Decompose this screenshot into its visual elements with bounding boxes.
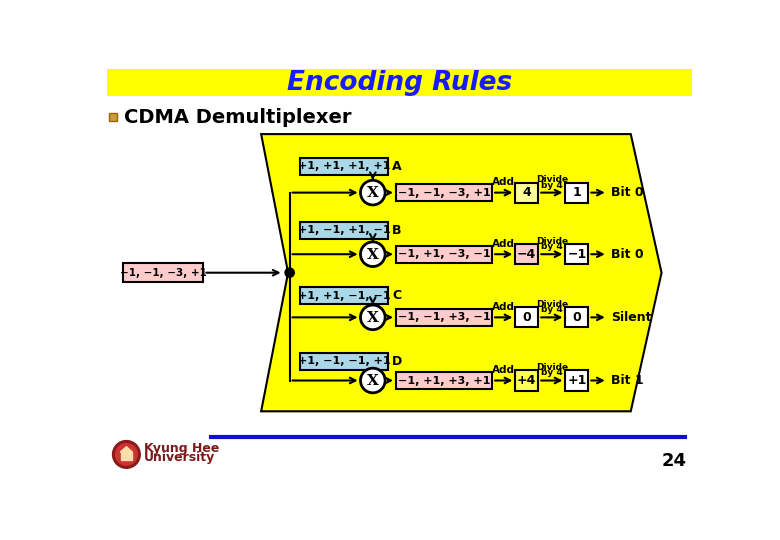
Text: Bit 0: Bit 0 <box>611 248 644 261</box>
Polygon shape <box>120 447 133 452</box>
Text: Divide: Divide <box>536 363 568 372</box>
Bar <box>516 244 538 264</box>
Text: 0: 0 <box>573 311 581 324</box>
Text: X: X <box>367 186 379 200</box>
Bar <box>300 287 388 304</box>
Text: Encoding Rules: Encoding Rules <box>287 70 512 96</box>
Text: by 4: by 4 <box>541 368 562 377</box>
Bar <box>122 264 204 282</box>
Text: Kyung Hee: Kyung Hee <box>144 442 219 455</box>
Bar <box>566 244 588 264</box>
Text: Add: Add <box>492 177 516 187</box>
Text: D: D <box>392 355 402 368</box>
Text: −1, −1, +3, −1: −1, −1, +3, −1 <box>398 312 491 322</box>
Text: Divide: Divide <box>536 300 568 309</box>
Bar <box>516 307 538 327</box>
Text: Bit 0: Bit 0 <box>611 186 644 199</box>
Text: X: X <box>367 374 379 388</box>
Text: Divide: Divide <box>536 237 568 246</box>
Bar <box>108 112 117 121</box>
Circle shape <box>115 444 137 465</box>
Text: by 4: by 4 <box>541 305 562 314</box>
Bar <box>516 183 538 202</box>
Text: 24: 24 <box>661 452 686 470</box>
Circle shape <box>360 180 385 205</box>
Circle shape <box>285 268 294 278</box>
Text: −1, −1, −3, +1: −1, −1, −3, +1 <box>119 268 207 278</box>
Bar <box>107 69 693 96</box>
Circle shape <box>360 368 385 393</box>
Text: B: B <box>392 224 402 237</box>
Text: 0: 0 <box>523 311 531 324</box>
Text: 1: 1 <box>573 186 581 199</box>
Text: Bit 1: Bit 1 <box>611 374 644 387</box>
Text: −1: −1 <box>567 248 587 261</box>
Text: +4: +4 <box>517 374 537 387</box>
Bar <box>300 222 388 239</box>
Text: by 4: by 4 <box>541 180 562 190</box>
Text: −1, −1, −3, +1: −1, −1, −3, +1 <box>398 187 491 198</box>
Text: +1, −1, −1, +1: +1, −1, −1, +1 <box>298 356 390 366</box>
Text: Add: Add <box>492 365 516 375</box>
Bar <box>396 184 492 201</box>
Text: by 4: by 4 <box>541 242 562 251</box>
Bar <box>300 158 388 175</box>
Circle shape <box>360 242 385 267</box>
Text: CDMA Demultiplexer: CDMA Demultiplexer <box>124 107 352 127</box>
Polygon shape <box>261 134 661 411</box>
Text: Add: Add <box>492 239 516 249</box>
Text: Silent: Silent <box>611 311 651 324</box>
Text: −4: −4 <box>517 248 537 261</box>
Circle shape <box>360 305 385 330</box>
Circle shape <box>112 441 140 468</box>
Bar <box>566 183 588 202</box>
Text: Divide: Divide <box>536 175 568 184</box>
Text: 4: 4 <box>523 186 531 199</box>
Text: +1: +1 <box>567 374 587 387</box>
Bar <box>516 370 538 390</box>
Bar <box>396 372 492 389</box>
Bar <box>566 307 588 327</box>
Text: X: X <box>367 311 379 325</box>
Text: Add: Add <box>492 302 516 312</box>
Bar <box>121 452 132 460</box>
Text: −1, +1, +3, +1: −1, +1, +3, +1 <box>398 375 490 386</box>
Bar <box>566 370 588 390</box>
Text: University: University <box>144 451 215 464</box>
Text: A: A <box>392 160 402 173</box>
Bar <box>396 246 492 262</box>
Bar <box>300 353 388 370</box>
Text: X: X <box>367 248 379 262</box>
Text: +1, +1, +1, +1: +1, +1, +1, +1 <box>298 161 390 171</box>
Text: C: C <box>392 289 401 302</box>
Bar <box>396 309 492 326</box>
Text: −1, +1, −3, −1: −1, +1, −3, −1 <box>398 249 491 259</box>
Text: +1, −1, +1, −1: +1, −1, +1, −1 <box>298 225 390 235</box>
Text: +1, +1, −1, −1: +1, +1, −1, −1 <box>298 291 390 301</box>
